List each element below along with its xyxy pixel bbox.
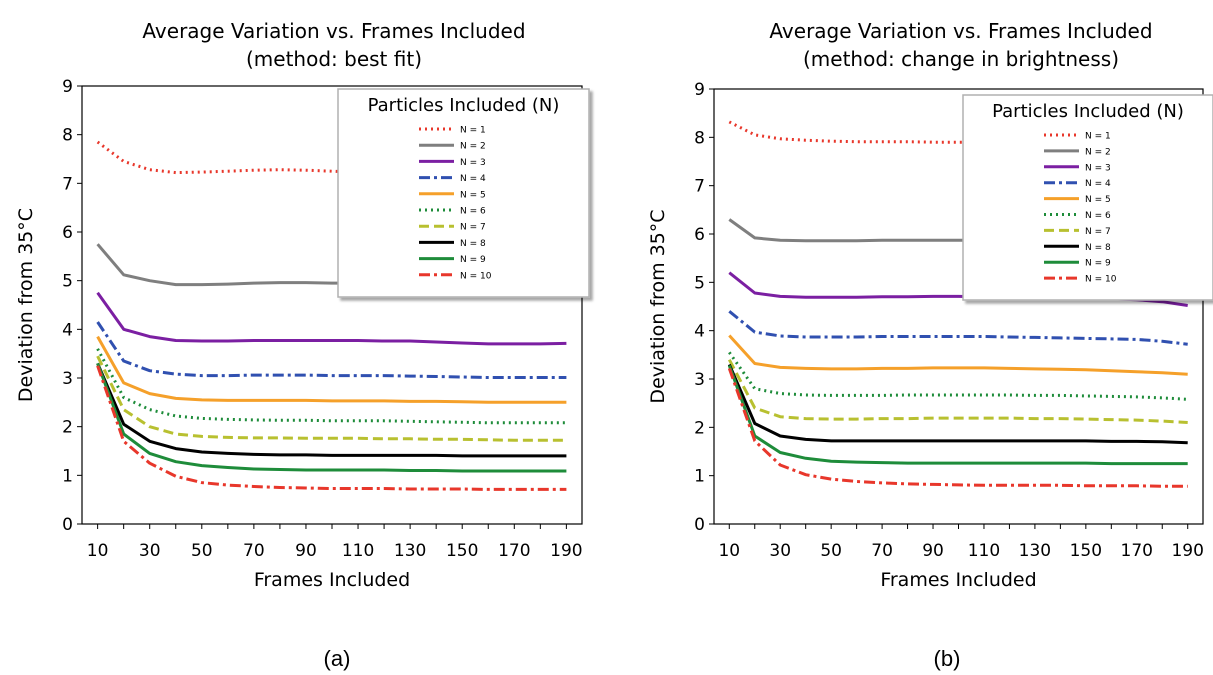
y-tick-label: 5 <box>694 273 705 293</box>
legend-label-n5: N = 5 <box>1085 195 1111 205</box>
series-line-n6 <box>728 351 1188 401</box>
legend-title: Particles Included (N) <box>368 95 560 116</box>
panel-caption-b: (b) <box>933 646 961 671</box>
legend: Particles Included (N) N = 1 N = 2 N = 3 N =… <box>962 94 1213 301</box>
y-tick-label: 3 <box>62 369 73 389</box>
x-tick-label: 150 <box>1070 541 1102 561</box>
x-tick-label: 170 <box>1121 541 1153 561</box>
legend-label-n1: N = 1 <box>460 126 486 136</box>
y-tick-label: 6 <box>62 223 73 243</box>
legend-title: Particles Included (N) <box>992 101 1184 122</box>
chart-title: Average Variation vs. Frames Included <box>142 19 525 43</box>
series-line-n4 <box>96 321 567 379</box>
series-line-n6 <box>96 348 567 425</box>
y-tick-label: 7 <box>62 174 73 194</box>
series-line-n5 <box>728 334 1188 376</box>
x-tick-label: 10 <box>718 541 740 561</box>
chart-title: Average Variation vs. Frames Included <box>769 19 1152 43</box>
legend-box <box>962 94 1213 301</box>
x-tick-label: 190 <box>1171 541 1203 561</box>
legend-label-n9: N = 9 <box>460 255 486 265</box>
legend-label-n8: N = 8 <box>460 239 486 249</box>
series-line-n5 <box>96 335 567 404</box>
x-tick-label: 30 <box>769 541 791 561</box>
x-tick-label: 110 <box>342 541 374 561</box>
y-tick-label: 7 <box>694 177 705 197</box>
legend-label-n10: N = 10 <box>1085 275 1117 285</box>
series-line-n7 <box>96 355 567 442</box>
x-tick-label: 130 <box>1019 541 1051 561</box>
x-tick-label: 150 <box>446 541 478 561</box>
y-tick-label: 4 <box>694 322 705 342</box>
y-tick-label: 8 <box>694 128 705 148</box>
x-tick-label: 90 <box>922 541 944 561</box>
x-tick-label: 10 <box>87 541 109 561</box>
chart-b: Average Variation vs. Frames Included (me… <box>647 19 1213 591</box>
legend-label-n3: N = 3 <box>1085 163 1111 173</box>
legend-label-n9: N = 9 <box>1085 259 1111 269</box>
legend-label-n2: N = 2 <box>1085 147 1111 157</box>
x-tick-label: 110 <box>968 541 1000 561</box>
legend-label-n7: N = 7 <box>1085 227 1111 237</box>
legend-label-n5: N = 5 <box>460 190 486 200</box>
x-axis-label: Frames Included <box>254 569 410 591</box>
series-line-n10 <box>96 365 567 491</box>
series-line-n10 <box>727 367 1188 488</box>
x-tick-label: 70 <box>243 541 265 561</box>
legend-label-n2: N = 2 <box>460 142 486 152</box>
panel-caption-a: (a) <box>323 646 351 671</box>
series-line-n7 <box>727 358 1188 424</box>
series-line-n9 <box>727 364 1188 466</box>
x-tick-label: 130 <box>394 541 426 561</box>
y-tick-label: 1 <box>694 467 705 487</box>
legend-label-n7: N = 7 <box>460 223 486 233</box>
x-tick-label: 90 <box>295 541 317 561</box>
y-tick-label: 9 <box>694 80 705 100</box>
y-tick-label: 8 <box>62 126 73 146</box>
legend-label-n10: N = 10 <box>460 271 492 281</box>
legend-box <box>337 88 590 298</box>
chart-subtitle: (method: change in brightness) <box>803 47 1119 71</box>
legend-label-n4: N = 4 <box>1085 179 1111 189</box>
x-tick-label: 30 <box>139 541 161 561</box>
series-line-n3 <box>96 291 567 346</box>
chart-a: Average Variation vs. Frames Included (me… <box>15 19 590 591</box>
y-tick-label: 0 <box>694 515 705 535</box>
y-tick-label: 3 <box>694 370 705 390</box>
x-tick-label: 70 <box>871 541 893 561</box>
series-line-n9 <box>96 362 567 473</box>
series-line-n8 <box>96 362 567 458</box>
legend-label-n3: N = 3 <box>460 158 486 168</box>
y-tick-label: 9 <box>62 77 73 97</box>
legend-label-n6: N = 6 <box>1085 211 1111 221</box>
legend-label-n1: N = 1 <box>1085 132 1111 142</box>
legend-label-n8: N = 8 <box>1085 243 1111 253</box>
y-tick-label: 2 <box>694 418 705 438</box>
legend: Particles Included (N) N = 1 N = 2 N = 3 N =… <box>337 88 590 298</box>
y-axis-label: Deviation from 35°C <box>647 209 669 403</box>
chart-subtitle: (method: best fit) <box>246 47 422 71</box>
y-tick-label: 0 <box>62 515 73 535</box>
x-tick-label: 50 <box>191 541 213 561</box>
y-tick-label: 2 <box>62 418 73 438</box>
y-tick-label: 6 <box>694 225 705 245</box>
y-tick-label: 4 <box>62 320 73 340</box>
legend-label-n6: N = 6 <box>460 207 486 217</box>
x-tick-label: 190 <box>550 541 582 561</box>
x-tick-label: 170 <box>498 541 530 561</box>
legend-label-n4: N = 4 <box>460 174 486 184</box>
chart-canvas: Average Variation vs. Frames Included (me… <box>15 19 1213 591</box>
y-tick-label: 5 <box>62 272 73 292</box>
series-line-n4 <box>728 310 1188 346</box>
y-tick-label: 1 <box>62 466 73 486</box>
x-tick-label: 50 <box>820 541 842 561</box>
series-line-n8 <box>727 363 1188 445</box>
y-axis-label: Deviation from 35°C <box>15 208 37 402</box>
x-axis-label: Frames Included <box>880 569 1036 591</box>
